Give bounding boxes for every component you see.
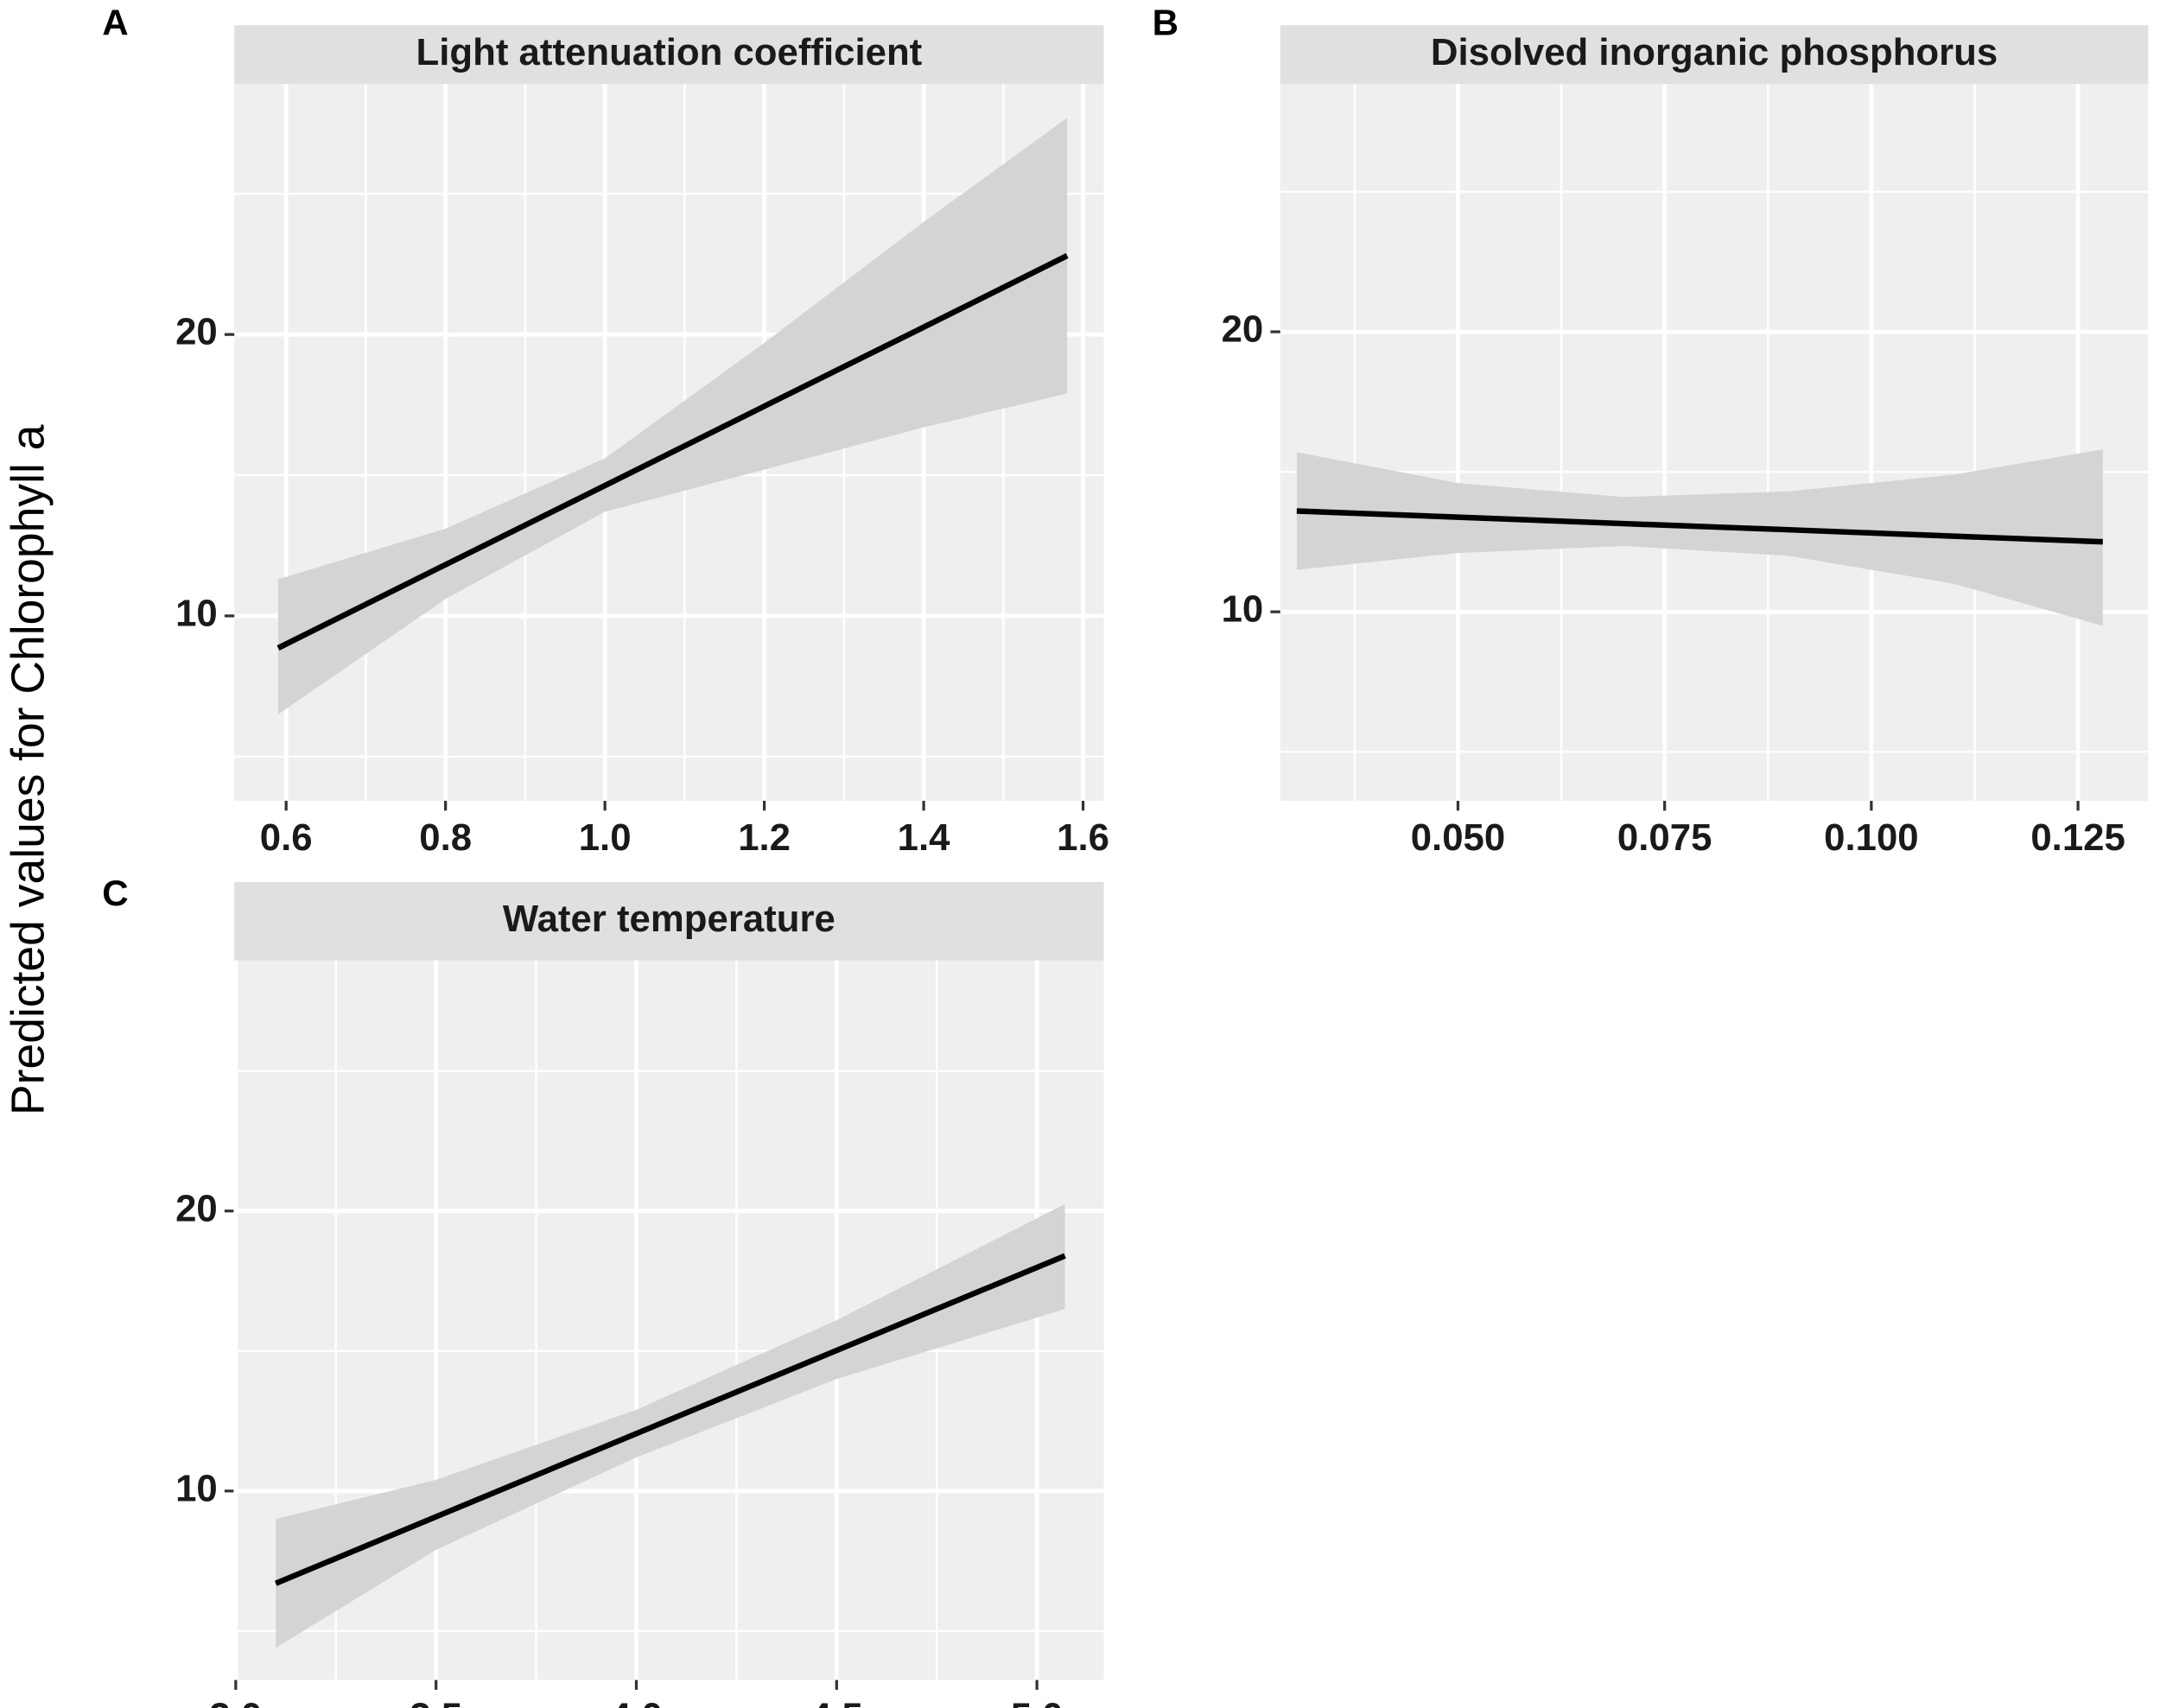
x-tick-label: 4.0 [610,1696,663,1708]
y-tick-label: 20 [175,311,218,353]
x-tick-label: 0.100 [1824,816,1918,859]
fit-line [1296,508,2103,545]
y-tick-label: 10 [1222,588,1264,631]
x-tick-label: 0.125 [2030,816,2125,859]
y-tick-label: 10 [175,592,218,634]
fit-line [274,1253,1066,1586]
x-tick-label: 3.5 [410,1696,462,1708]
y-tick-label: 10 [175,1467,218,1509]
x-tick-label: 0.6 [260,816,313,859]
x-tick-label: 1.6 [1057,816,1109,859]
panel-background [1280,84,2149,801]
x-tick-label: 0.050 [1411,816,1505,859]
confidence-band [276,1203,1065,1648]
strip [1280,25,2149,85]
fit-line [276,253,1069,651]
x-tick-label: 0.8 [419,816,472,859]
panel-title: Light attenuation coefficient [416,31,923,73]
y-tick-label: 20 [1222,308,1264,351]
strip [234,881,1104,961]
panel-title: Water temperature [503,898,835,940]
confidence-band [1296,449,2103,626]
panel-letter: B [1153,2,1178,42]
y-axis-label: Predicted values for Chlorophyll a [3,424,54,1115]
x-tick-label: 3.0 [209,1696,262,1708]
x-tick-label: 0.075 [1617,816,1712,859]
panel-title: Disolved inorganic phosphorus [1431,31,1998,73]
strip [234,25,1104,85]
x-tick-label: 5.0 [1011,1696,1064,1708]
x-tick-label: 1.0 [579,816,632,859]
x-tick-label: 4.5 [810,1696,863,1708]
y-tick-label: 20 [175,1187,218,1229]
panel-letter: C [102,873,128,913]
x-tick-label: 1.2 [738,816,791,859]
panel-letter: A [102,2,128,42]
confidence-band [277,117,1068,714]
x-tick-label: 1.4 [898,816,950,859]
